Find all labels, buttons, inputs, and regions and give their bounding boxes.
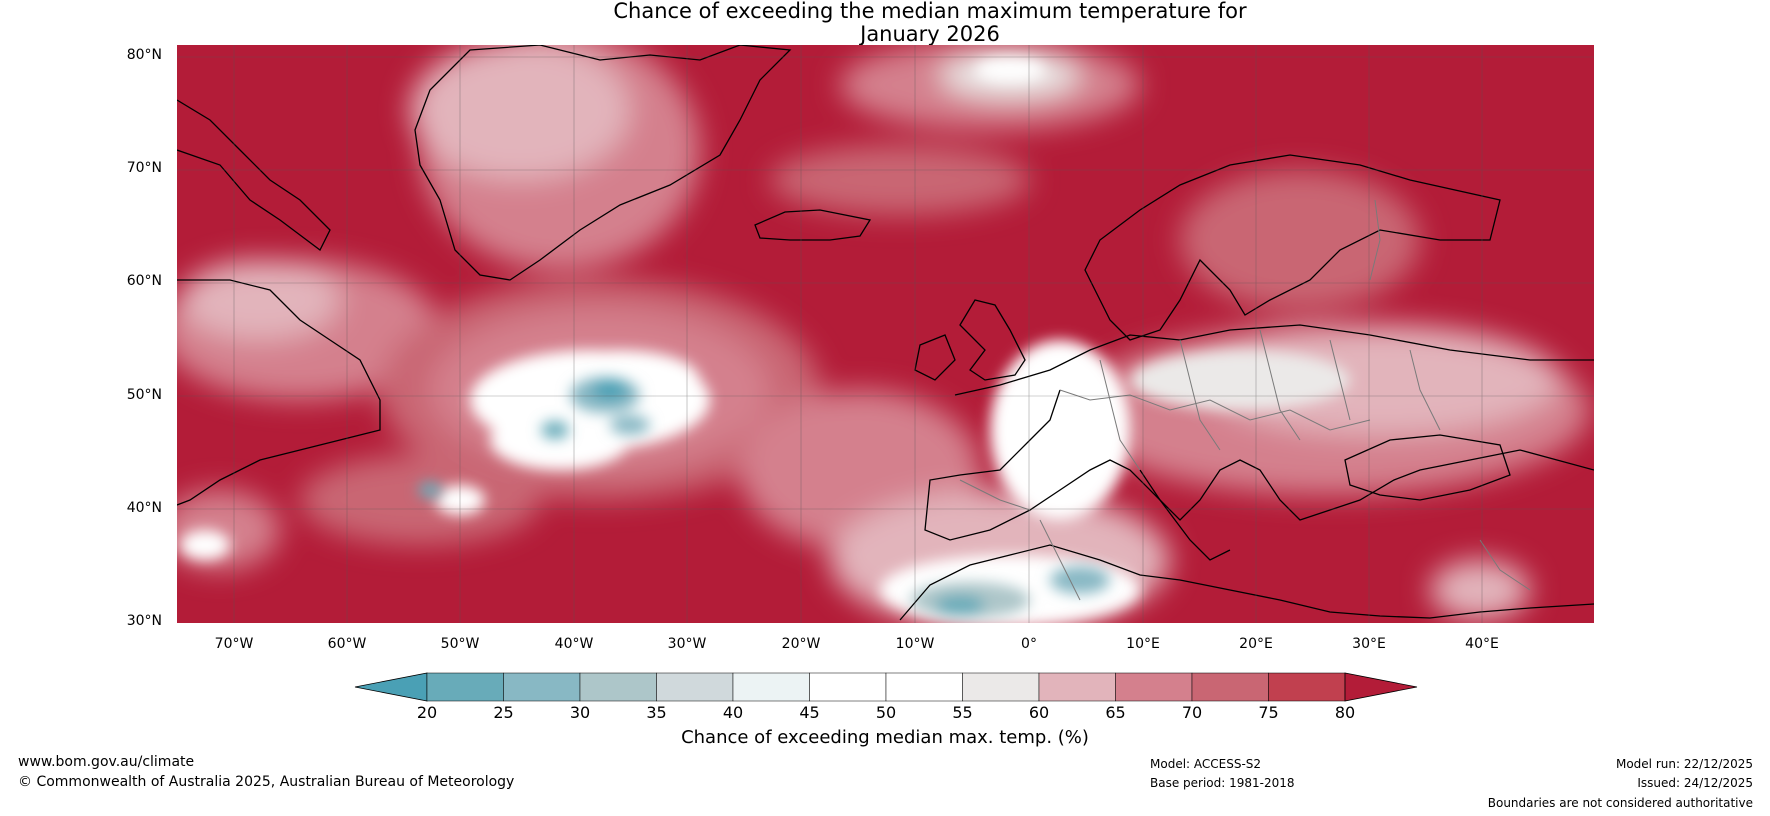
colorbar-bin <box>503 672 581 702</box>
colorbar <box>354 672 1418 702</box>
colorbar-tick: 55 <box>952 703 973 722</box>
lon-label-40w: 40°W <box>554 636 594 652</box>
colorbar-bin <box>426 672 504 702</box>
country-borders <box>959 199 1531 601</box>
footer-model: Model: ACCESS-S2 <box>1150 757 1262 771</box>
colorbar-tick: 80 <box>1334 703 1356 722</box>
colorbar-tick: 40 <box>722 703 744 722</box>
colorbar-tick: 20 <box>416 703 438 722</box>
lon-label-40e: 40°E <box>1465 636 1499 652</box>
lat-label-30n: 30°N <box>126 613 162 629</box>
lon-label-10e: 10°E <box>1126 636 1160 652</box>
lon-label-20e: 20°E <box>1239 636 1273 652</box>
lat-label-70n: 70°N <box>126 160 162 176</box>
colorbar-label: Chance of exceeding median max. temp. (%… <box>681 727 1089 748</box>
lat-label-40n: 40°N <box>126 500 162 516</box>
colorbar-tick: 50 <box>875 703 897 722</box>
colorbar-bin <box>1191 672 1269 702</box>
footer-model-run: Model run: 22/12/2025 <box>1615 757 1753 771</box>
colorbar-bin <box>962 672 1040 702</box>
lon-label-20w: 20°W <box>781 636 821 652</box>
coastlines <box>177 45 1594 621</box>
colorbar-extend-low <box>354 672 428 702</box>
lat-label-60n: 60°N <box>126 273 162 289</box>
field-below-median <box>418 377 1110 618</box>
colorbar-extend-high <box>1344 672 1418 702</box>
footer-copyright: © Commonwealth of Australia 2025, Austra… <box>18 774 515 790</box>
lon-label-0: 0° <box>1021 636 1037 652</box>
colorbar-bin <box>656 672 734 702</box>
graticule <box>177 45 1594 623</box>
colorbar-bin <box>885 672 963 702</box>
lon-label-70w: 70°W <box>214 636 254 652</box>
colorbar-bin <box>1038 672 1116 702</box>
lon-label-50w: 50°W <box>440 636 480 652</box>
title-line-1: Chance of exceeding the median maximum t… <box>613 0 1247 23</box>
colorbar-tick: 70 <box>1181 703 1203 722</box>
colorbar-bin <box>1115 672 1193 702</box>
lon-label-60w: 60°W <box>327 636 367 652</box>
map-field <box>177 45 1594 623</box>
footer-url: www.bom.gov.au/climate <box>18 754 195 770</box>
colorbar-bin <box>732 672 810 702</box>
lon-label-30e: 30°E <box>1352 636 1386 652</box>
colorbar-bin <box>1268 672 1346 702</box>
lon-label-10w: 10°W <box>895 636 935 652</box>
colorbar-tick: 75 <box>1258 703 1279 722</box>
footer-base-period: Base period: 1981-2018 <box>1150 776 1295 790</box>
colorbar-tick: 35 <box>646 703 667 722</box>
colorbar-tick: 65 <box>1105 703 1126 722</box>
colorbar-bin <box>579 672 657 702</box>
lat-label-50n: 50°N <box>126 387 162 403</box>
colorbar-tick: 60 <box>1028 703 1050 722</box>
colorbar-bin <box>809 672 887 702</box>
footer-issued: Issued: 24/12/2025 <box>1637 776 1753 790</box>
title-line-2: January 2026 <box>860 22 1000 46</box>
colorbar-tick: 45 <box>799 703 820 722</box>
colorbar-tick: 25 <box>493 703 514 722</box>
footer-disclaimer: Boundaries are not considered authoritat… <box>1487 796 1753 810</box>
colorbar-tick: 30 <box>569 703 591 722</box>
lat-label-80n: 80°N <box>126 47 162 63</box>
map-title: Chance of exceeding the median maximum t… <box>0 0 1770 46</box>
lon-label-30w: 30°W <box>667 636 707 652</box>
